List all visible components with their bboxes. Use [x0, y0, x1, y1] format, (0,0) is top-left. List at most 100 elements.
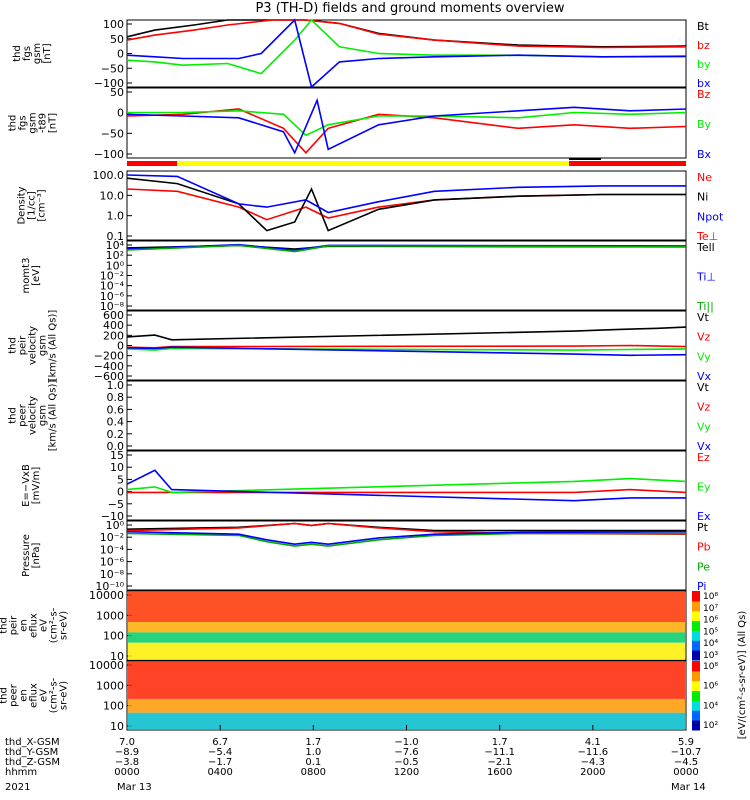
legend-entry: Pe — [697, 560, 710, 573]
colorbar: 10⁸ 10⁶ 10⁴ 10² — [692, 661, 718, 731]
colorbar-swatch — [692, 680, 700, 692]
x-axis: thd_X-GSM 7.0 6.7 1.7 −1.0 1.7 4.1 5.9 thd_Y-GSM… — [5, 725, 706, 793]
panel-1: thdfgsgsm[nT] 100 50 0−50 −100 Bt bz by bx — [12, 18, 711, 90]
x-axis-value: 1.7 — [305, 737, 321, 748]
legend-entry: by — [697, 58, 711, 71]
legend-entry: Vy — [697, 420, 711, 433]
x-axis-value: −7.6 — [394, 747, 418, 758]
colorbar-swatch — [692, 610, 700, 622]
colorbar-tick-label: 10⁶ — [703, 682, 718, 692]
y-tick-label: 10² — [106, 249, 124, 262]
heatmap-band — [128, 632, 685, 643]
series-line-bz — [126, 108, 687, 154]
y-tick-label: −50 — [101, 127, 124, 140]
colorbar-swatch — [692, 630, 700, 641]
x-axis-value: −8.9 — [115, 747, 139, 758]
heatmap-band — [128, 591, 685, 623]
y-tick-label: 10000 — [89, 589, 124, 602]
y-tick-label: −50 — [101, 62, 124, 75]
series-line-npot — [126, 174, 686, 214]
legend-entry: Pt — [697, 521, 709, 534]
y-axis-label: thdpeerenefluxeV(cm²-s-sr-eV) — [0, 677, 70, 713]
y-tick-label: 0.8 — [107, 391, 125, 404]
legend-entry: Vz — [697, 331, 711, 344]
y-axis-label: momt3[eV] — [21, 258, 42, 294]
colorbar-swatch — [692, 600, 700, 612]
x-axis-year: 2021 — [5, 782, 30, 793]
x-axis-value: 1600 — [487, 767, 512, 778]
legend-entry: Tell — [696, 241, 715, 254]
legend-entry: bx — [697, 77, 711, 90]
x-axis-value: 0800 — [301, 767, 326, 778]
y-axis-label: thdfgsgsm[nT] — [12, 43, 53, 64]
y-tick-label: 1.0 — [107, 210, 125, 223]
legend-entry: Ex — [697, 510, 711, 523]
series-line-ey — [126, 477, 687, 494]
x-axis-value: 4.1 — [585, 737, 601, 748]
y-axis-label: thdfgsgsm-t89[nT] — [8, 112, 59, 133]
legend-entry: Ez — [697, 451, 710, 464]
y-axis-label: Density[1/cc][cm⁻³] — [17, 186, 48, 224]
series-line-vy — [126, 347, 687, 351]
colorbar-tick-label: 10⁴ — [703, 639, 718, 649]
colorbar-swatch — [692, 640, 700, 651]
y-tick-label: 10⁻² — [100, 531, 124, 544]
panel-frame — [126, 450, 687, 521]
panel-6: thdpeervelocitygsm[km/s (All Qs)] 1.00.80… — [8, 379, 712, 453]
legend-entry: bz — [697, 39, 710, 52]
figure-title: P3 (TH-D) fields and ground moments over… — [255, 1, 564, 16]
x-axis-value: −11.1 — [484, 747, 515, 758]
y-tick-label: 10 — [110, 461, 124, 474]
legend-entry: Npot — [697, 210, 724, 223]
x-axis-value: 0400 — [207, 767, 232, 778]
series-line-ex — [126, 469, 686, 502]
y-axis-label: Pressure[nPa] — [21, 534, 42, 577]
y-tick-label: 50 — [110, 33, 124, 46]
y-tick-label: −200 — [94, 350, 124, 363]
y-axis-label: thdpeervelocitygsm[km/s (All Qs)] — [8, 380, 59, 452]
y-tick-label: 10⁰ — [106, 519, 125, 532]
x-axis-value: −4.5 — [674, 757, 698, 768]
series-line-ni — [126, 177, 686, 232]
x-axis-row-label: thd_X-GSM — [5, 737, 60, 748]
y-tick-label: 10⁻⁴ — [100, 543, 125, 556]
panel-9: thdpeirenefluxeV(cm²-s-sr-eV) 10000 1000 10… — [0, 589, 748, 739]
legend-entry: Vt — [697, 311, 710, 324]
x-axis-value: −5.4 — [208, 747, 232, 758]
x-axis-value: 0.1 — [305, 757, 321, 768]
y-tick-label: 10⁻⁸ — [100, 568, 125, 581]
heatmap-band — [128, 661, 685, 699]
y-tick-label: 100 — [103, 700, 124, 713]
legend-entry: Ey — [697, 481, 711, 494]
y-tick-label: −5 — [108, 498, 124, 511]
y-tick-label: 100.0 — [93, 169, 125, 182]
colorbar-swatch — [692, 700, 700, 711]
panel-3: Density[1/cc][cm⁻³] 100.0 10.0 1.0 0.1 Ne Ni Np… — [17, 169, 724, 243]
y-tick-label: 0.2 — [107, 428, 125, 441]
legend-entry: Vy — [697, 350, 711, 363]
y-tick-label: 0 — [117, 486, 124, 499]
legend-entry: Vt — [697, 381, 710, 394]
x-axis-row-label: thd_Z-GSM — [5, 757, 60, 768]
legend-entry: Te⊥ — [696, 230, 718, 243]
series-line-ti — [126, 244, 687, 253]
y-tick-label: 10 — [110, 650, 124, 663]
legend-entry: Pb — [697, 541, 711, 554]
y-tick-label: −100 — [94, 77, 124, 90]
y-tick-label: 100 — [103, 18, 124, 31]
colorbar-swatch — [692, 690, 700, 701]
y-tick-label: 10⁻⁴ — [100, 280, 125, 293]
x-axis-row-label: hhmm — [5, 767, 37, 778]
colorbar-tick-label: 10⁸ — [703, 662, 718, 672]
legend-entry: Bz — [697, 88, 711, 101]
x-axis-value: 6.7 — [212, 737, 228, 748]
y-axis-label: thdpeirenefluxeV(cm²-s-sr-eV) — [0, 607, 70, 643]
panel-frame — [126, 240, 687, 311]
y-tick-label: 10⁴ — [106, 239, 125, 252]
x-axis-value: 1.7 — [492, 737, 508, 748]
legend-entry: Bx — [697, 148, 712, 161]
colorbar-swatch — [692, 720, 700, 731]
y-tick-label: 100 — [103, 630, 124, 643]
y-tick-label: 1000 — [96, 609, 124, 622]
